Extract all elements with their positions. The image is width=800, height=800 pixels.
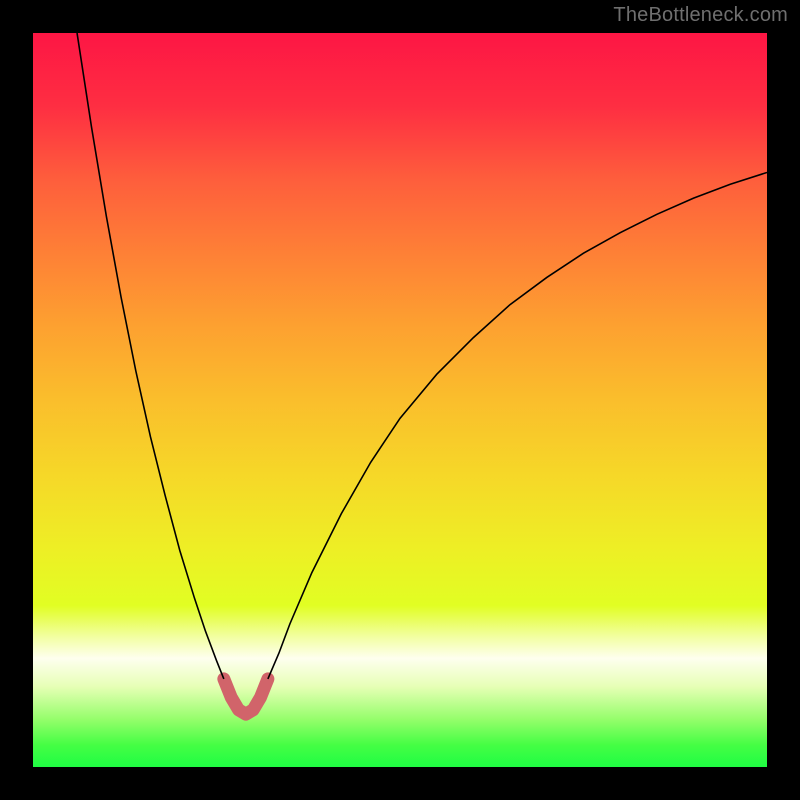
bottleneck-highlight-curve	[224, 679, 268, 714]
watermark-text: TheBottleneck.com	[613, 4, 788, 27]
chart-curves-svg	[33, 33, 767, 767]
chart-plot-area	[33, 33, 767, 767]
curve-right	[268, 172, 767, 678]
curve-left	[77, 33, 224, 679]
